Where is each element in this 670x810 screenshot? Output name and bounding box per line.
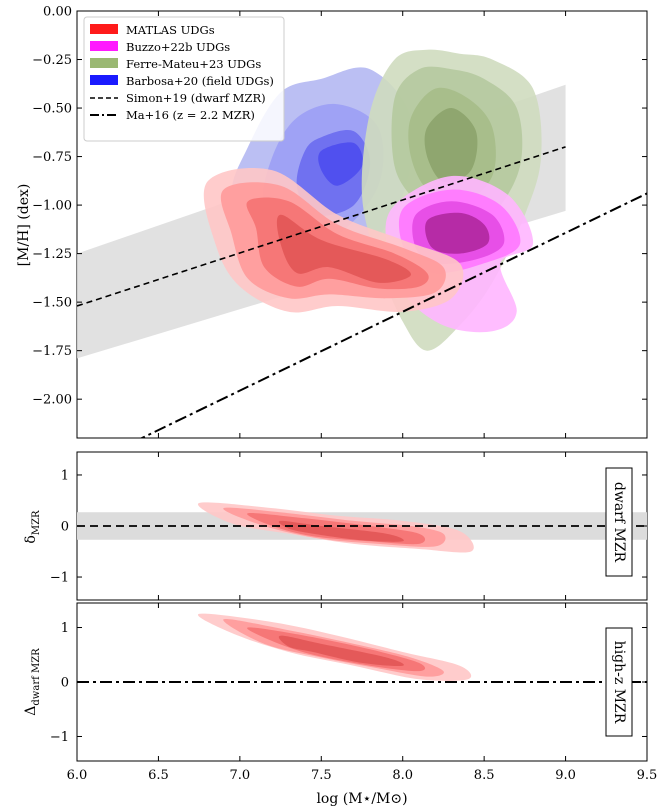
top-y-tick-label: −1.50: [32, 296, 72, 311]
x-tick-label: 7.5: [311, 768, 332, 783]
axes: 6.0 6.5 7.0 7.5 8.0 8.5 9.0 9.5 0.00 −0.25 −0.50 −0…: [32, 5, 657, 784]
x-tick-label: 9.5: [637, 768, 658, 783]
legend-label: MATLAS UDGs: [126, 23, 215, 37]
legend-label: Simon+19 (dwarf MZR): [126, 91, 266, 105]
svg-text:high-z MZR: high-z MZR: [611, 641, 627, 724]
bottom-y-tick-label: 0: [61, 676, 69, 691]
legend-label: Buzzo+22b UDGs: [126, 40, 230, 54]
bottom-plot-area: [77, 613, 647, 683]
x-tick-label: 6.0: [67, 768, 88, 783]
legend-swatch: [90, 41, 118, 51]
legend-label: Ferre-Mateu+23 UDGs: [126, 57, 261, 71]
middle-ylabel: δMZR: [23, 510, 42, 544]
middle-matlas-contour-level-4: [278, 520, 404, 542]
bottom-y-tick-label: 1: [61, 621, 69, 636]
top-y-tick-label: 0.00: [43, 5, 72, 20]
x-tick-label: 7.0: [230, 768, 251, 783]
middle-y-tick-label: 1: [61, 468, 69, 483]
top-y-tick-label: −1.25: [32, 247, 72, 262]
middle-y-tick-label: 0: [61, 520, 69, 535]
top-y-tick-label: −0.75: [32, 150, 72, 165]
x-tick-label: 6.5: [148, 768, 169, 783]
legend-swatch: [90, 58, 118, 68]
x-tick-label: 8.5: [474, 768, 495, 783]
barbosa20-contour-level-4: [318, 142, 363, 186]
top-y-tick-label: −1.00: [32, 199, 72, 214]
legend-swatch: [90, 24, 118, 34]
svg-text:dwarf MZR: dwarf MZR: [611, 482, 627, 563]
xlabel: log (M⋆/M⊙): [316, 791, 407, 807]
matlas-contour-level-4: [276, 214, 412, 283]
bottom-matlas-contour-level-4: [278, 635, 404, 666]
simon19-dwarf-mzr-line: [77, 146, 566, 307]
top-ylabel: [M/H] (dex): [16, 184, 32, 267]
dwarf-mzr-annotation: dwarf MZR: [605, 467, 633, 577]
legend: MATLAS UDGs Buzzo+22b UDGs Ferre-Mateu+23 …: [83, 16, 285, 142]
top-y-tick-label: −1.75: [32, 344, 72, 359]
top-y-tick-label: −2.00: [32, 393, 72, 408]
middle-plot-area: [77, 502, 647, 553]
bottom-ylabel: Δdwarf MZR: [23, 648, 42, 716]
top-y-tick-label: −0.25: [32, 53, 72, 68]
buzzo22b-contour-level-4: [425, 212, 490, 254]
top-panel-frame: [76, 10, 648, 439]
x-tick-label: 8.0: [392, 768, 413, 783]
middle-y-tick-label: −1: [50, 571, 69, 586]
ma16-high-z-mzr-line: [139, 192, 647, 438]
high-z-mzr-annotation: high-z MZR: [605, 627, 633, 737]
ferremateu23-contour-level-4: [424, 107, 478, 183]
bottom-y-tick-label: −1: [50, 730, 69, 745]
legend-label: Ma+16 (z = 2.2 MZR): [126, 108, 255, 122]
x-tick-label: 9.0: [555, 768, 576, 783]
top-y-tick-label: −0.50: [32, 102, 72, 117]
legend-label: Barbosa+20 (field UDGs): [126, 74, 274, 88]
legend-swatch: [90, 75, 118, 85]
top-plot-area: [77, 49, 647, 438]
